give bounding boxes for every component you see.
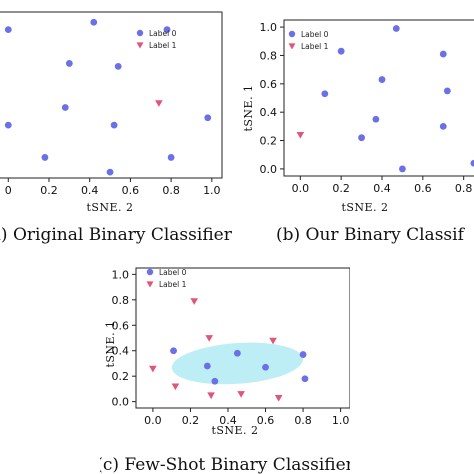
point-label-0 — [233, 349, 241, 357]
point-label-1 — [274, 394, 283, 402]
point-label-0 — [170, 347, 177, 355]
point-label-0 — [337, 47, 345, 55]
point-label-0 — [372, 115, 380, 123]
y-tick-label: 0.0 — [112, 396, 130, 409]
point-label-0 — [358, 134, 365, 142]
point-label-0 — [4, 26, 12, 34]
x-axis-title: tSNE. 2 — [86, 201, 133, 214]
point-label-1 — [171, 383, 180, 391]
x-tick-label: 1.0 — [332, 414, 350, 427]
legend-marker-label-1 — [146, 281, 154, 288]
y-tick-label: 0.4 — [112, 345, 130, 358]
point-label-0 — [301, 375, 309, 383]
chart-b: 0.0 0.2 0.4 0.6 0.8 0.0 0.2 0.4 0.6 0.8 1.0 tSNE. 2… — [242, 19, 474, 245]
point-label-0 — [443, 87, 451, 95]
point-label-0 — [61, 104, 69, 111]
x-tick-label: 0.6 — [414, 182, 432, 195]
point-label-0 — [41, 154, 49, 161]
point-label-0 — [439, 50, 447, 58]
legend-marker-label-0 — [146, 268, 154, 276]
legend: Label 0 Label 1 — [136, 29, 177, 50]
plot-frame — [135, 267, 350, 409]
y-tick-label: 0.2 — [112, 370, 130, 383]
x-tick-label: 0.2 — [40, 184, 58, 197]
x-tick-label: 0.8 — [294, 414, 312, 427]
chart-caption: (c) Few-Shot Binary Classifier — [100, 455, 350, 474]
cluster-region — [171, 342, 303, 385]
chart-caption: (a) Original Binary Classifier — [0, 225, 232, 245]
point-label-0 — [299, 351, 307, 358]
legend-marker-label-1 — [136, 42, 144, 49]
point-label-0 — [392, 25, 400, 32]
point-label-0 — [321, 90, 329, 98]
x-tick-label: 0.0 — [144, 414, 162, 427]
point-label-0 — [106, 168, 114, 176]
point-label-0 — [378, 76, 386, 83]
legend-entry: Label 1 — [301, 42, 329, 51]
point-label-0 — [203, 362, 211, 370]
y-tick-label: 1.0 — [112, 268, 130, 281]
point-label-0 — [110, 121, 118, 129]
x-tick-label: 0.4 — [219, 414, 237, 427]
chart-c: 0.0 0.2 0.4 0.6 0.8 1.0 0.0 0.2 0.4 0.6 0.8 1.0 tSNE… — [100, 267, 350, 474]
y-tick-label: 0.6 — [260, 78, 278, 91]
y-axis-title: tSNE. 1 — [242, 84, 255, 131]
x-tick-label: 0.4 — [81, 184, 99, 197]
point-label-0 — [262, 363, 269, 371]
x-tick-label: 0.0 — [292, 182, 310, 195]
legend-marker-label-0 — [288, 30, 296, 38]
point-label-1 — [149, 365, 157, 373]
legend-entry: Label 1 — [159, 280, 187, 289]
point-label-0 — [65, 60, 73, 67]
legend-entry: Label 0 — [159, 268, 187, 277]
chart-a: 0 0.2 0.4 0.6 0.8 1.0 tSNE. 2 Label 0 Label 1 (a)… — [0, 11, 232, 245]
x-tick-label: 0.8 — [455, 182, 473, 195]
point-label-0 — [439, 122, 447, 130]
x-tick-label: 0.4 — [373, 182, 391, 195]
point-label-1 — [296, 132, 305, 139]
point-label-1 — [155, 100, 163, 107]
point-label-0 — [167, 154, 175, 161]
x-tick-label: 1.0 — [203, 184, 221, 197]
point-label-1 — [190, 298, 198, 305]
y-tick-label: 0.0 — [260, 163, 278, 176]
point-label-0 — [470, 159, 474, 167]
legend-marker-label-1 — [288, 43, 296, 50]
legend-entry: Label 0 — [149, 29, 177, 38]
x-tick-label: 0.6 — [257, 414, 275, 427]
legend-entry: Label 1 — [149, 41, 177, 50]
point-label-1 — [269, 337, 277, 345]
x-tick-label: 0.2 — [332, 182, 350, 195]
legend-marker-label-0 — [136, 29, 144, 37]
point-label-1 — [237, 391, 245, 398]
y-tick-label: 0.4 — [260, 106, 278, 119]
x-tick-label: 0.8 — [162, 184, 180, 197]
legend: Label 0 Label 1 — [288, 30, 329, 51]
y-tick-label: 0.8 — [112, 294, 130, 307]
x-axis-title: tSNE. 2 — [211, 424, 258, 437]
point-label-1 — [207, 392, 215, 400]
point-label-1 — [205, 335, 214, 342]
y-tick-label: 1.0 — [260, 21, 278, 34]
plot-frame — [0, 11, 223, 179]
point-label-0 — [163, 26, 171, 34]
x-tick-label: 0.6 — [122, 184, 140, 197]
chart-caption: (b) Our Binary Classif — [276, 225, 466, 245]
y-axis-title: tSNE. 1 — [104, 320, 117, 367]
y-tick-label: 0.2 — [260, 135, 278, 148]
y-tick-label: 0.6 — [112, 319, 130, 332]
legend: Label 0 Label 1 — [146, 268, 187, 289]
legend-entry: Label 0 — [301, 30, 329, 39]
point-label-0 — [211, 377, 219, 385]
y-tick-label: 0.8 — [260, 49, 278, 62]
x-axis-title: tSNE. 2 — [341, 201, 388, 214]
point-label-0 — [114, 62, 122, 70]
point-label-0 — [399, 165, 406, 173]
point-label-0 — [90, 18, 98, 26]
x-tick-label: 0 — [5, 184, 12, 197]
x-tick-label: 0.2 — [182, 414, 200, 427]
point-label-0 — [204, 114, 212, 122]
point-label-0 — [4, 121, 12, 129]
